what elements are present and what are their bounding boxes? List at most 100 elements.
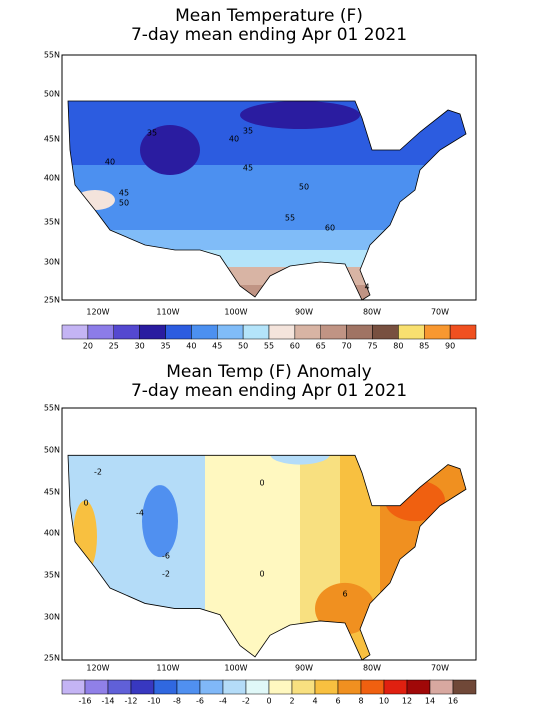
- contour-label: -6: [162, 552, 170, 561]
- map-title: Mean Temp (F) Anomaly: [166, 362, 371, 382]
- lat-label: 30N: [44, 613, 60, 622]
- colorbar-label: 85: [419, 342, 429, 351]
- lon-label: 110W: [156, 308, 179, 317]
- colorbar-label: 90: [445, 342, 455, 351]
- contour-region: [140, 125, 200, 175]
- contour-label: 0: [83, 499, 88, 508]
- colorbar-swatch: [452, 679, 477, 695]
- colorbar-swatch: [314, 679, 339, 695]
- lon-label: 70W: [431, 308, 449, 317]
- contour-label: -2: [162, 570, 170, 579]
- colorbar-swatch: [429, 679, 454, 695]
- contour-label: 35: [147, 129, 157, 138]
- lon-label: 100W: [224, 308, 247, 317]
- contour-label: 50: [299, 183, 309, 192]
- temperature-band: [68, 165, 466, 205]
- lat-label: 55N: [44, 51, 60, 60]
- colorbar-label: -14: [101, 697, 114, 706]
- colorbar-label: -4: [219, 697, 227, 706]
- colorbar-label: 2: [289, 697, 294, 706]
- contour-label: 0: [259, 570, 264, 579]
- colorbar-swatch: [87, 324, 114, 340]
- contour-label: -4: [136, 509, 144, 518]
- contour-label: 6: [342, 590, 347, 599]
- colorbar-label: -10: [147, 697, 160, 706]
- lat-label: 45N: [44, 135, 60, 144]
- colorbar-label: 50: [238, 342, 248, 351]
- lat-label: 40N: [44, 529, 60, 538]
- colorbar-swatch: [268, 679, 293, 695]
- colorbar-swatch: [130, 679, 155, 695]
- lat-label: 40N: [44, 174, 60, 183]
- colorbar-swatch: [406, 679, 431, 695]
- contour-label: -2: [94, 468, 102, 477]
- colorbar-label: 14: [425, 697, 435, 706]
- colorbar-label: 40: [186, 342, 196, 351]
- colorbar-label: 20: [83, 342, 93, 351]
- contour-label: 40: [105, 158, 115, 167]
- lon-label: 90W: [295, 308, 313, 317]
- lon-label: 120W: [86, 308, 109, 317]
- colorbar-label: -16: [78, 697, 91, 706]
- colorbar-swatch: [153, 679, 178, 695]
- colorbar-swatch: [294, 324, 321, 340]
- colorbar-swatch: [346, 324, 373, 340]
- colorbar-label: 80: [393, 342, 403, 351]
- lat-label: 35N: [44, 571, 60, 580]
- lon-label: 70W: [431, 664, 449, 673]
- colorbar-label: 16: [448, 697, 458, 706]
- colorbar-swatch: [372, 324, 399, 340]
- contour-label: 0: [259, 479, 264, 488]
- colorbar-swatch: [139, 324, 166, 340]
- colorbar-label: -12: [124, 697, 137, 706]
- colorbar-swatch: [222, 679, 247, 695]
- map-title: Mean Temperature (F): [175, 6, 363, 26]
- colorbar-swatch: [84, 679, 109, 695]
- colorbar-swatch: [61, 324, 89, 340]
- lat-label: 30N: [44, 258, 60, 267]
- colorbar-swatch: [398, 324, 425, 340]
- map-title: 7-day mean ending Apr 01 2021: [131, 25, 407, 45]
- colorbar-label: 70: [342, 342, 352, 351]
- colorbar-swatch: [360, 679, 385, 695]
- colorbar-label: 55: [264, 342, 274, 351]
- temperature-band: [68, 230, 466, 250]
- colorbar-swatch: [383, 679, 408, 695]
- colorbar-label: 65: [316, 342, 326, 351]
- colorbar-label: -8: [173, 697, 181, 706]
- colorbar-label: 25: [109, 342, 119, 351]
- colorbar-label: -2: [242, 697, 250, 706]
- lon-label: 120W: [86, 664, 109, 673]
- contour-label: 50: [119, 199, 129, 208]
- contour-region: [142, 485, 178, 558]
- colorbar-swatch: [291, 679, 316, 695]
- lon-label: 80W: [363, 664, 381, 673]
- colorbar-swatch: [245, 679, 270, 695]
- lat-label: 50N: [44, 90, 60, 99]
- colorbar-label: 0: [266, 697, 271, 706]
- lon-label: 80W: [363, 308, 381, 317]
- map-panel: Mean Temperature (F)7-day mean ending Ap…: [44, 6, 477, 351]
- colorbar-swatch: [176, 679, 201, 695]
- contour-label: 45: [119, 189, 129, 198]
- lat-label: 35N: [44, 218, 60, 227]
- colorbar-label: -6: [196, 697, 204, 706]
- lat-label: 55N: [44, 404, 60, 413]
- contour-label: 60: [325, 224, 335, 233]
- colorbar-label: 8: [358, 697, 363, 706]
- colorbar-swatch: [424, 324, 451, 340]
- lon-label: 90W: [295, 664, 313, 673]
- colorbar-swatch: [320, 324, 347, 340]
- colorbar-swatch: [449, 324, 477, 340]
- contour-label: 55: [285, 214, 295, 223]
- contour-region: [240, 101, 360, 129]
- contour-label: 45: [243, 164, 253, 173]
- colorbar-swatch: [107, 679, 132, 695]
- colorbar-label: 30: [135, 342, 145, 351]
- colorbar-label: 45: [212, 342, 222, 351]
- map-title: 7-day mean ending Apr 01 2021: [131, 381, 407, 401]
- colorbar-label: 75: [367, 342, 377, 351]
- colorbar-label: 35: [160, 342, 170, 351]
